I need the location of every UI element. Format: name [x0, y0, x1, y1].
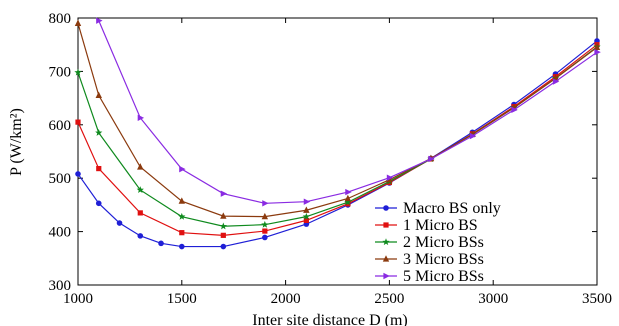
- data-point: [95, 129, 103, 136]
- x-tick-label: 2000: [271, 291, 301, 307]
- legend-label: 1 Micro BS: [403, 217, 478, 234]
- legend-item: 2 Micro BSs: [375, 234, 484, 251]
- x-tick-label: 1000: [63, 291, 93, 307]
- series-layer: [74, 17, 601, 250]
- data-point: [158, 240, 164, 247]
- legend-item: 3 Micro BSs: [375, 251, 484, 268]
- data-point: [262, 234, 268, 241]
- data-point: [345, 188, 352, 196]
- x-tick-label: 2500: [374, 291, 404, 307]
- data-point: [96, 17, 103, 24]
- data-point: [137, 233, 144, 239]
- data-point: [383, 205, 389, 211]
- data-point: [593, 43, 601, 50]
- y-tick-label: 300: [49, 278, 72, 294]
- data-point: [95, 91, 102, 99]
- series: [96, 17, 601, 207]
- x-tick-label: 3500: [582, 291, 612, 307]
- data-point: [179, 243, 185, 250]
- data-point: [179, 165, 186, 173]
- data-point: [220, 212, 227, 219]
- data-point: [383, 272, 390, 280]
- data-point: [303, 206, 310, 213]
- x-tick-label: 1500: [167, 291, 197, 307]
- legend-label: 5 Micro BSs: [403, 268, 484, 285]
- data-point: [179, 230, 185, 236]
- x-tick-label: 3000: [478, 291, 508, 307]
- series-line: [98, 20, 598, 204]
- data-point: [262, 200, 269, 207]
- y-axis: 300 400 500 600 700 800: [49, 11, 597, 294]
- legend-label: 3 Micro BSs: [403, 251, 484, 268]
- data-point: [116, 220, 123, 226]
- legend-item: 1 Micro BS: [375, 217, 478, 234]
- data-point: [136, 186, 144, 194]
- legend-label: Macro BS only: [403, 200, 501, 217]
- data-point: [137, 114, 145, 122]
- data-point: [382, 238, 390, 246]
- data-point: [75, 171, 81, 177]
- data-point: [383, 222, 389, 228]
- y-tick-label: 400: [49, 225, 72, 241]
- legend-label: 2 Micro BSs: [403, 234, 484, 251]
- data-point: [303, 198, 311, 205]
- data-point: [178, 212, 186, 220]
- data-point: [96, 165, 102, 172]
- y-tick-label: 800: [49, 11, 72, 27]
- series-line: [77, 23, 598, 218]
- data-point: [219, 222, 227, 230]
- data-point: [302, 212, 310, 220]
- data-point: [303, 217, 309, 223]
- y-tick-label: 700: [49, 64, 72, 80]
- series: [75, 42, 600, 238]
- series: [74, 19, 601, 220]
- x-axis: 1000 1500 2000 2500 3000 3500: [63, 18, 612, 307]
- y-tick-label: 600: [49, 118, 72, 134]
- data-point: [386, 174, 394, 181]
- data-point: [344, 194, 352, 202]
- data-point: [95, 200, 102, 207]
- data-point: [261, 212, 269, 220]
- data-point: [220, 232, 226, 238]
- series-line: [77, 44, 598, 236]
- x-axis-label: Inter site distance D (m): [252, 312, 408, 326]
- data-point: [137, 210, 143, 216]
- data-point: [262, 228, 268, 234]
- y-axis-label: P (W/km²): [8, 108, 25, 176]
- legend-item: Macro BS only: [375, 200, 501, 217]
- plot-frame: [77, 17, 598, 286]
- data-point: [428, 155, 435, 163]
- data-point: [552, 78, 560, 85]
- data-point: [382, 255, 390, 262]
- data-point: [220, 243, 227, 250]
- series-line: [77, 40, 598, 248]
- data-point: [594, 48, 601, 56]
- data-point: [511, 106, 518, 114]
- legend-item: 5 Micro BSs: [375, 268, 484, 285]
- data-point: [261, 220, 269, 228]
- plot-border: [77, 17, 598, 286]
- data-point: [178, 197, 185, 204]
- data-point: [469, 132, 477, 140]
- data-point: [75, 119, 81, 125]
- data-point: [74, 68, 82, 76]
- data-point: [344, 198, 352, 206]
- series: [75, 38, 600, 250]
- data-point: [220, 190, 228, 197]
- data-point: [74, 19, 82, 26]
- data-point: [137, 163, 144, 170]
- data-point: [345, 201, 351, 207]
- y-tick-label: 500: [49, 171, 72, 187]
